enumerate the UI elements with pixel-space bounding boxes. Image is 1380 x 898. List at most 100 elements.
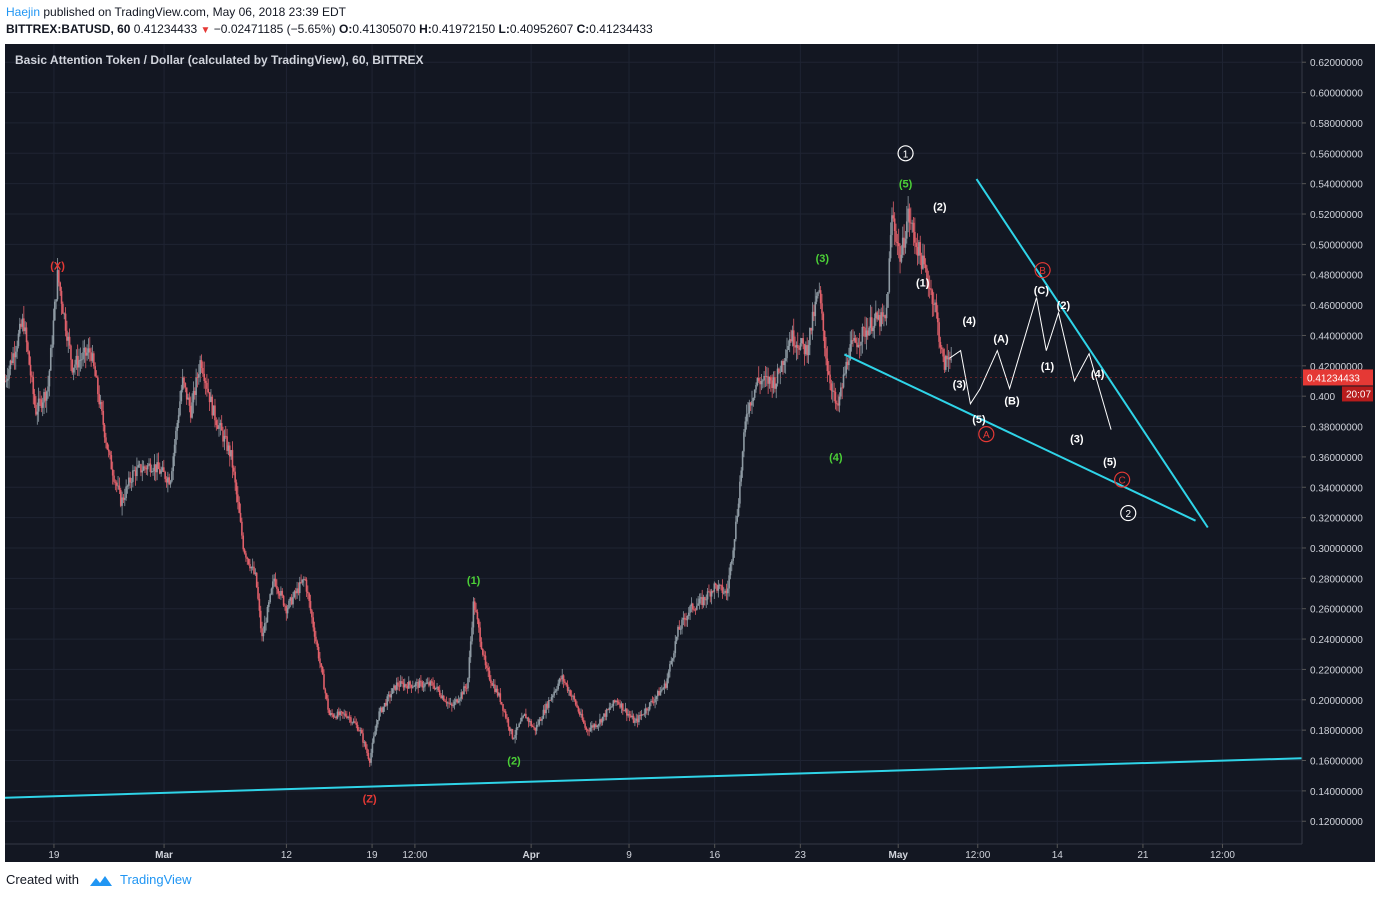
candle-body (728, 575, 730, 589)
candle-body (78, 360, 80, 368)
candle-body (939, 341, 942, 348)
candle-body (62, 303, 64, 314)
candle-body (819, 290, 822, 304)
candle-body (269, 594, 271, 603)
candle-body (904, 238, 907, 248)
wave-label: (Z) (363, 793, 377, 805)
candle-body (639, 715, 642, 716)
candle-body (429, 681, 432, 686)
candle-body (425, 683, 428, 685)
candle-body (432, 682, 434, 686)
wave-circle (897, 145, 914, 162)
candle-body (946, 355, 948, 360)
y-tick-label: 0.16000000 (1310, 757, 1363, 768)
candle-body (570, 695, 573, 697)
candle-body (522, 715, 524, 718)
candle-body (879, 315, 881, 327)
candle-body (658, 691, 660, 696)
candle-body (788, 339, 791, 346)
y-tick-label: 0.62000000 (1310, 58, 1363, 69)
candle-body (95, 376, 98, 378)
candle-body (806, 345, 808, 356)
candle-body (266, 606, 269, 623)
candle-body (70, 345, 72, 360)
candle-body (445, 701, 448, 704)
candle-body (385, 702, 387, 706)
x-tick-label: 12:00 (965, 850, 990, 861)
candle-body (673, 653, 675, 659)
candle-body (179, 401, 181, 416)
candle-body (387, 694, 390, 697)
candle-body (64, 313, 67, 331)
candle-body (231, 450, 234, 468)
candle-body (185, 387, 188, 400)
candle-body (75, 355, 78, 365)
price-chart[interactable]: (X) (Z) (1) (2) (3) (4) (5) (1) (2) (3) (4) (5) (A) (… (4, 44, 1375, 862)
candle-body (160, 470, 162, 474)
candle-body (772, 377, 775, 388)
candle-body (775, 383, 778, 389)
candle-body (327, 698, 329, 710)
candle-body (390, 693, 393, 698)
candle-body (173, 444, 176, 457)
candle-body (337, 711, 340, 716)
candle-body (459, 698, 461, 701)
circled-wave-label: 2 (1120, 504, 1137, 522)
candle-body (444, 700, 446, 702)
candle-body (853, 338, 856, 341)
last-price-value: 0.41234433 (1307, 373, 1360, 384)
candle-body (706, 591, 709, 600)
candle-body (870, 317, 873, 332)
candle-body (908, 208, 911, 223)
candle-body (103, 424, 106, 438)
y-tick-label: 0.52000000 (1310, 210, 1363, 221)
candle-body (690, 603, 693, 607)
candle-body (613, 700, 616, 703)
y-tick-label: 0.24000000 (1310, 635, 1363, 646)
candle-body (543, 709, 546, 714)
tradingview-link[interactable]: TradingView (120, 872, 192, 887)
candle-body (557, 683, 559, 690)
author-link[interactable]: Haejin (6, 5, 41, 19)
candle-body (627, 714, 629, 716)
y-tick-label: 0.56000000 (1310, 149, 1363, 160)
candle-body (752, 397, 755, 402)
candle-body (510, 729, 512, 732)
candle-body (564, 681, 566, 684)
high-value: 0.41972150 (431, 22, 496, 36)
candle-body (538, 719, 541, 725)
candle-body (374, 731, 376, 737)
candle-body (184, 383, 187, 388)
candle-body (335, 716, 337, 719)
candle-body (910, 222, 912, 224)
candle-body (689, 606, 691, 613)
candle-body (176, 422, 179, 431)
candle-body (436, 686, 438, 688)
candle-body (671, 658, 674, 661)
candle-body (495, 688, 498, 692)
candle-body (811, 311, 814, 331)
circled-wave-label: 1 (897, 145, 914, 162)
candle-body (133, 470, 136, 472)
candle-body (726, 588, 729, 594)
candle-body (656, 691, 659, 697)
candle-body (866, 330, 869, 336)
candle-body (245, 553, 247, 558)
candle-body (814, 301, 817, 317)
candle-body (99, 401, 102, 405)
candle-body (200, 360, 203, 369)
y-tick-label: 0.28000000 (1310, 574, 1363, 585)
candle-body (745, 414, 748, 422)
candle-body (912, 222, 915, 232)
open-value: 0.41305070 (352, 22, 416, 36)
candle-body (307, 591, 309, 594)
candle-body (202, 368, 204, 374)
candle-body (342, 711, 344, 714)
wave-label: (A) (993, 333, 1009, 345)
wave-label: (3) (816, 253, 830, 265)
candle-body (292, 596, 294, 605)
chart-panel[interactable]: (X) (Z) (1) (2) (3) (4) (5) (1) (2) (3) (4) (5) (A) (… (4, 44, 1375, 862)
candle-body (386, 696, 389, 706)
published-text: published on TradingView.com, May 06, 20… (43, 5, 347, 19)
candle-body (802, 338, 804, 345)
